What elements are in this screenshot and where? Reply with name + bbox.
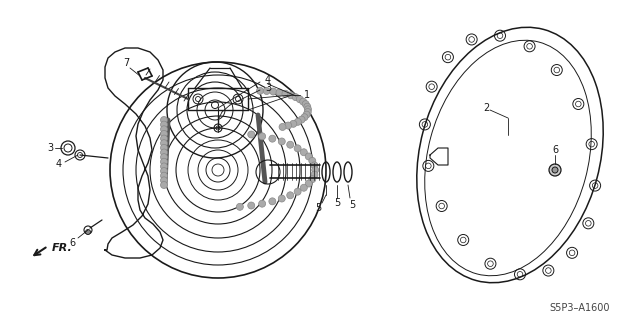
Text: 3: 3 (265, 83, 271, 93)
Circle shape (248, 202, 255, 209)
Circle shape (301, 114, 308, 121)
Circle shape (269, 135, 276, 142)
Circle shape (285, 122, 292, 129)
Circle shape (300, 149, 307, 156)
Text: 4: 4 (265, 75, 271, 85)
Text: 1: 1 (304, 90, 310, 100)
Circle shape (549, 164, 561, 176)
Circle shape (161, 144, 168, 151)
Text: FR.: FR. (52, 243, 73, 253)
Text: 5: 5 (315, 203, 321, 213)
Circle shape (287, 141, 294, 148)
Circle shape (161, 158, 168, 165)
Circle shape (278, 195, 285, 202)
Circle shape (269, 88, 276, 95)
Circle shape (86, 229, 90, 235)
Circle shape (311, 162, 318, 169)
Circle shape (309, 176, 316, 183)
Circle shape (161, 135, 168, 142)
Text: S5P3–A1600: S5P3–A1600 (550, 303, 611, 313)
Circle shape (269, 198, 276, 205)
Circle shape (248, 131, 255, 138)
Circle shape (305, 106, 312, 113)
Circle shape (312, 166, 319, 173)
Text: 5: 5 (334, 198, 340, 208)
Circle shape (236, 203, 243, 210)
Circle shape (305, 153, 312, 160)
Circle shape (300, 98, 307, 105)
Circle shape (161, 163, 168, 170)
Circle shape (294, 118, 301, 125)
Circle shape (305, 180, 312, 187)
Circle shape (278, 138, 285, 145)
Circle shape (287, 192, 294, 199)
Circle shape (259, 133, 266, 140)
Circle shape (304, 108, 311, 116)
Text: 6: 6 (69, 238, 75, 248)
Circle shape (309, 157, 316, 164)
Text: 3: 3 (47, 143, 53, 153)
Circle shape (161, 121, 168, 128)
Circle shape (302, 100, 309, 108)
Circle shape (276, 89, 283, 96)
Circle shape (161, 126, 168, 133)
Circle shape (303, 111, 310, 118)
Circle shape (298, 116, 305, 123)
Circle shape (282, 90, 289, 97)
Circle shape (294, 145, 301, 152)
Circle shape (300, 184, 307, 191)
Text: 2: 2 (483, 103, 489, 113)
Circle shape (287, 92, 294, 99)
Circle shape (311, 171, 318, 178)
Circle shape (161, 140, 168, 147)
Text: 7: 7 (123, 58, 129, 68)
Circle shape (161, 177, 168, 184)
Circle shape (161, 131, 168, 137)
Circle shape (257, 87, 264, 94)
Text: 5: 5 (349, 200, 355, 210)
Circle shape (259, 200, 266, 207)
Circle shape (304, 103, 311, 110)
Text: 6: 6 (552, 145, 558, 155)
Circle shape (161, 116, 168, 124)
Circle shape (161, 168, 168, 175)
Circle shape (552, 167, 558, 173)
Circle shape (290, 120, 297, 127)
Circle shape (279, 124, 286, 131)
Circle shape (161, 154, 168, 161)
Circle shape (263, 87, 270, 94)
Circle shape (296, 96, 303, 103)
Circle shape (161, 181, 168, 188)
Circle shape (294, 188, 301, 195)
Circle shape (161, 149, 168, 156)
Circle shape (292, 94, 299, 101)
Text: 4: 4 (56, 159, 62, 169)
Circle shape (161, 172, 168, 179)
